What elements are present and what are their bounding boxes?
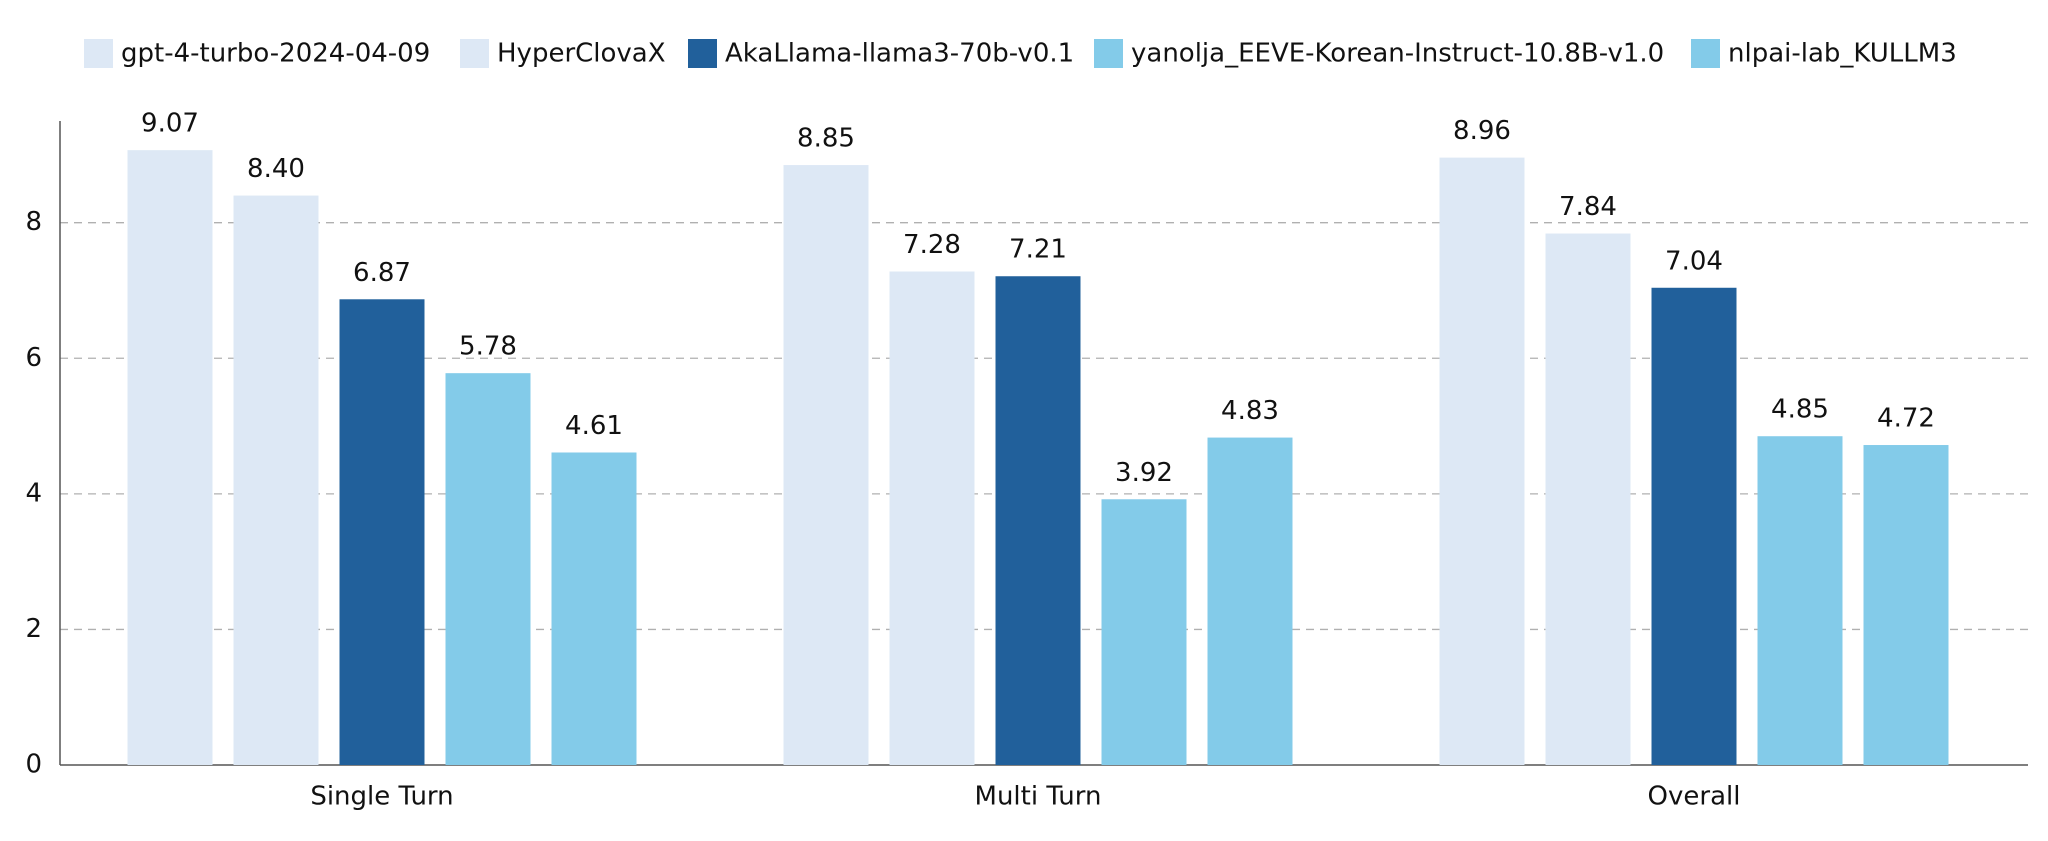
value-label: 4.83	[1221, 396, 1279, 426]
y-tick-label: 8	[25, 207, 42, 237]
legend-label: HyperClovaX	[497, 39, 666, 69]
value-label: 5.78	[459, 332, 517, 362]
value-label: 7.84	[1559, 192, 1617, 222]
value-label: 6.87	[353, 258, 411, 288]
bar	[995, 276, 1081, 765]
value-label: 4.85	[1771, 395, 1829, 425]
value-label: 7.21	[1009, 235, 1067, 265]
bar	[889, 271, 975, 765]
bar	[339, 299, 425, 765]
x-tick-label: Single Turn	[310, 782, 453, 812]
bar	[1101, 499, 1187, 765]
y-tick-label: 2	[25, 614, 42, 644]
legend-swatch	[1094, 39, 1123, 68]
value-label: 8.40	[247, 154, 305, 184]
legend-swatch	[1691, 39, 1720, 68]
bar	[1757, 436, 1843, 765]
legend-swatch	[84, 39, 113, 68]
bar	[1207, 437, 1293, 765]
x-tick-label: Overall	[1648, 782, 1741, 812]
legend-label: yanolja_EEVE-Korean-Instruct-10.8B-v1.0	[1131, 39, 1664, 69]
legend-swatch	[460, 39, 489, 68]
value-label: 3.92	[1115, 458, 1173, 488]
bar	[127, 150, 213, 765]
bar	[445, 373, 531, 765]
bar	[783, 165, 869, 765]
y-tick-label: 6	[25, 343, 42, 373]
legend-label: gpt-4-turbo-2024-04-09	[121, 39, 430, 69]
value-label: 7.28	[903, 230, 961, 260]
value-label: 4.61	[565, 411, 623, 441]
y-tick-label: 0	[25, 750, 42, 780]
x-tick-label: Multi Turn	[975, 782, 1102, 812]
value-label: 4.72	[1877, 404, 1935, 434]
legend-label: nlpai-lab_KULLM3	[1728, 39, 1957, 69]
bar	[1439, 157, 1525, 765]
bar	[1545, 233, 1631, 766]
value-label: 7.04	[1665, 246, 1723, 276]
value-label: 8.96	[1453, 116, 1511, 146]
legend-swatch	[688, 39, 717, 68]
bar	[1863, 445, 1949, 765]
bar	[1651, 287, 1737, 765]
bar	[551, 452, 637, 765]
y-tick-label: 4	[25, 478, 42, 508]
legend-label: AkaLlama-llama3-70b-v0.1	[725, 39, 1074, 69]
value-label: 8.85	[797, 124, 855, 154]
value-label: 9.07	[141, 109, 199, 139]
bar	[233, 195, 319, 765]
